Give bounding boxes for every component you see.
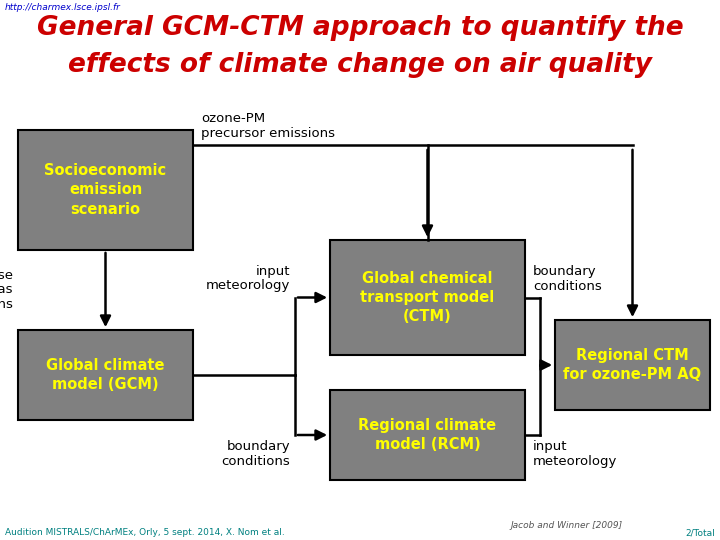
Text: Jacob and Winner [2009]: Jacob and Winner [2009] — [510, 521, 622, 530]
Text: effects of climate change on air quality: effects of climate change on air quality — [68, 52, 652, 78]
Text: boundary
conditions: boundary conditions — [533, 265, 602, 293]
Text: General GCM-CTM approach to quantify the: General GCM-CTM approach to quantify the — [37, 15, 683, 41]
Text: boundary
conditions: boundary conditions — [221, 440, 290, 468]
Text: 2/Total: 2/Total — [685, 528, 715, 537]
Text: Audition MISTRALS/ChArMEx, Orly, 5 sept. 2014, X. Nom et al.: Audition MISTRALS/ChArMEx, Orly, 5 sept.… — [5, 528, 284, 537]
Bar — [555, 320, 710, 410]
Text: Socioeconomic
emission
scenario: Socioeconomic emission scenario — [45, 163, 166, 217]
Text: input
meteorology: input meteorology — [206, 265, 290, 293]
Text: ozone-PM
precursor emissions: ozone-PM precursor emissions — [201, 112, 335, 140]
Bar — [18, 330, 193, 420]
Text: Global climate
model (GCM): Global climate model (GCM) — [46, 358, 165, 392]
Bar — [330, 390, 525, 480]
Text: Regional climate
model (RCM): Regional climate model (RCM) — [359, 418, 497, 452]
Text: greenhouse
gas
emissions: greenhouse gas emissions — [0, 268, 13, 312]
Text: Regional CTM
for ozone-PM AQ: Regional CTM for ozone-PM AQ — [564, 348, 701, 382]
Text: Global chemical
transport model
(CTM): Global chemical transport model (CTM) — [361, 271, 495, 324]
Bar — [330, 240, 525, 355]
Bar — [18, 130, 193, 250]
Text: http://charmex.lsce.ipsl.fr: http://charmex.lsce.ipsl.fr — [5, 3, 121, 12]
Text: input
meteorology: input meteorology — [533, 440, 617, 468]
